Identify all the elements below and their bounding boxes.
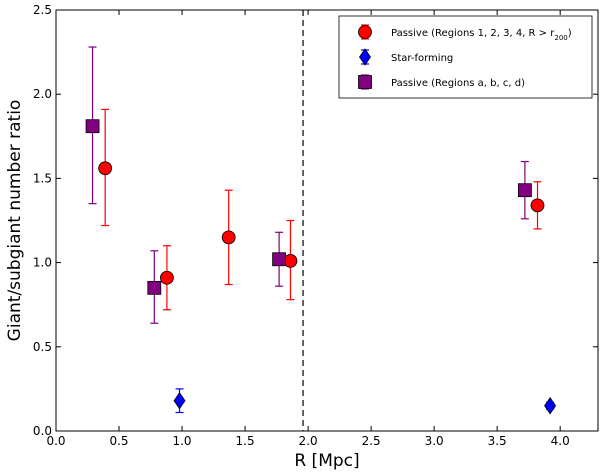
x-tick-label: 3.5 [488,434,507,448]
circle-marker [98,161,113,176]
y-axis-title: Giant/subgiant number ratio [5,100,25,342]
legend-entry: Passive (Regions 1, 2, 3, 4, R > r200) [358,24,572,42]
legend-entry: Passive (Regions a, b, c, d) [358,74,525,90]
plot-layer [85,10,557,431]
legend-entry: Star-forming [359,48,453,66]
legend-box [338,15,593,99]
y-tick-label: 0.5 [33,340,52,354]
x-tick-label: 2.5 [362,434,381,448]
circle-marker [530,198,545,213]
legend-label: Star-forming [391,53,453,64]
circle-marker [160,270,174,285]
circle-marker [221,230,236,245]
x-tick-label: 1.5 [236,434,255,448]
y-tick-label: 0.0 [33,424,52,438]
x-tick-label: 3.0 [425,434,444,448]
x-tick-label: 0.0 [46,434,65,448]
x-tick-label: 4.0 [551,434,570,448]
legend-diamond-marker [359,48,371,66]
legend-subscript: 200 [554,34,567,42]
legend-square-marker [358,75,372,89]
diamond-marker [544,397,557,415]
y-tick-label: 1.5 [33,171,52,185]
legend-label: Passive (Regions 1, 2, 3, 4, R > r200) [391,28,572,42]
square-marker [272,252,287,267]
y-tick-label: 1.0 [33,256,52,270]
diamond-marker [173,391,186,410]
square-marker [517,183,532,198]
plot-frame [55,9,599,432]
tick-layer: 0.0 0.5 1.0 1.5 2.0 2.5 3.0 3.5 4.0 0.0 0.5 1.0 1.5 2… [33,3,598,448]
square-marker [85,119,100,134]
series-0 [98,108,545,311]
series-2 [85,46,532,324]
legend-label: Passive (Regions a, b, c, d) [391,78,525,89]
y-tick-label: 2.5 [33,3,52,17]
x-tick-label: 1.0 [172,434,191,448]
x-tick-label: 0.5 [109,434,128,448]
x-axis-title: R [Mpc] [294,451,359,471]
legend-label-close: ) [568,28,572,39]
x-tick-label: 2.0 [299,434,318,448]
legend-circle-marker [358,25,372,39]
square-marker [147,280,162,295]
series-1 [173,388,557,415]
legend: Passive (Regions 1, 2, 3, 4, R > r200) St… [338,15,593,99]
y-tick-label: 2.0 [33,87,52,101]
